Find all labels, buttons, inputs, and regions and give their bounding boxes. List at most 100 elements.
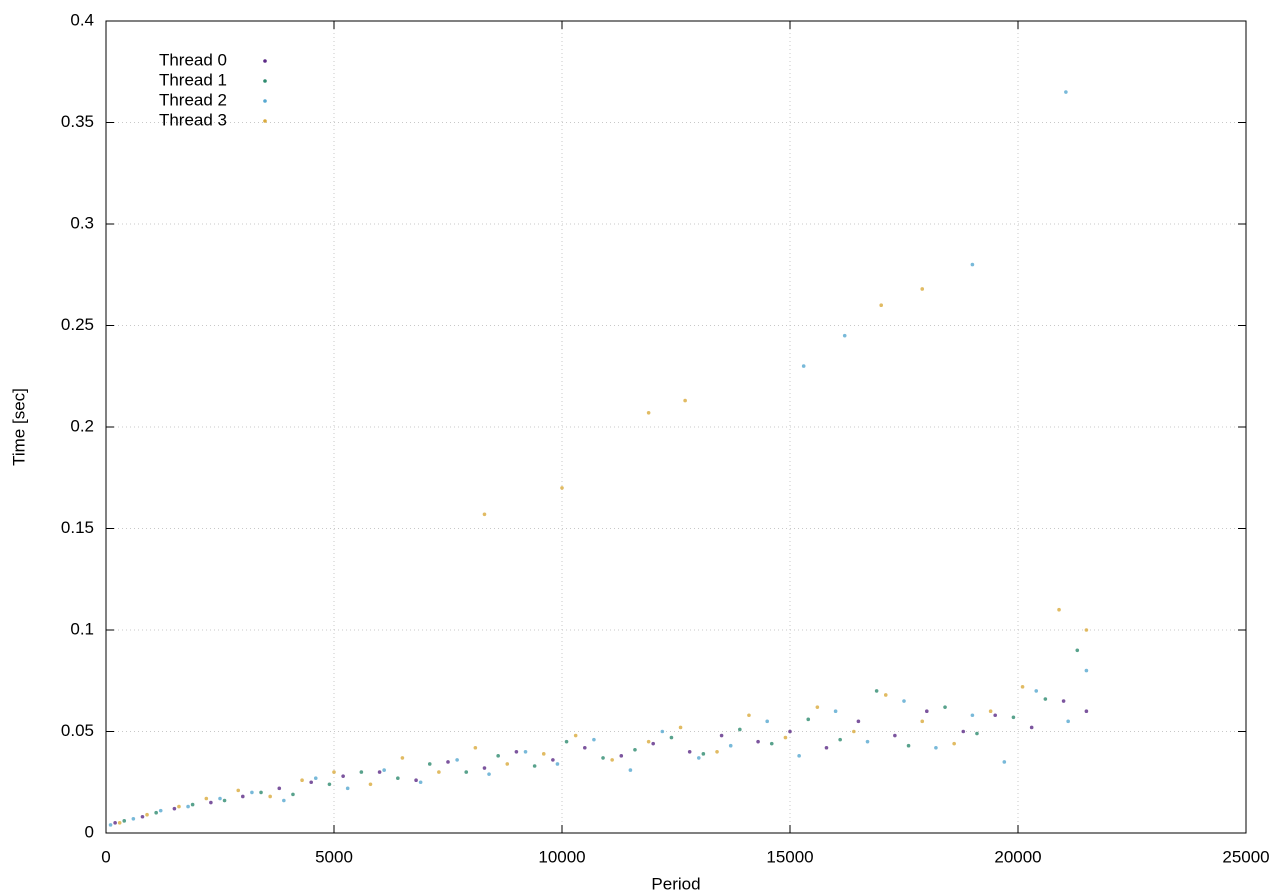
y-tick-label: 0.35: [61, 112, 94, 131]
point: [633, 747, 637, 752]
point: [190, 802, 195, 807]
point: [564, 739, 569, 744]
point: [327, 782, 332, 787]
point: [282, 798, 286, 803]
point: [446, 760, 450, 764]
point: [824, 745, 829, 750]
x-tick-label: 15000: [766, 847, 813, 866]
point: [427, 762, 432, 766]
point: [952, 741, 956, 746]
point: [970, 262, 975, 267]
point: [140, 814, 145, 819]
point: [313, 776, 318, 780]
point: [172, 806, 177, 811]
point: [906, 743, 911, 748]
point: [1066, 719, 1070, 724]
point: [1034, 689, 1039, 693]
point: [218, 796, 222, 801]
y-tick-label: 0.3: [70, 213, 94, 232]
point: [925, 709, 929, 713]
point: [222, 798, 227, 803]
point: [961, 729, 966, 734]
point: [236, 788, 241, 793]
point: [687, 750, 692, 754]
y-tick-label: 0.25: [61, 315, 94, 334]
point: [975, 731, 979, 736]
point: [856, 719, 861, 724]
point: [177, 804, 181, 809]
point: [815, 705, 820, 709]
point: [418, 780, 423, 785]
point: [437, 770, 441, 774]
point: [345, 786, 350, 791]
point: [920, 287, 925, 291]
plot-border: [105, 20, 1247, 834]
point: [154, 810, 158, 815]
point: [943, 705, 947, 709]
legend-marker: [263, 119, 267, 123]
legend-label: Thread 2: [159, 90, 227, 109]
point: [701, 752, 706, 756]
x-tick-label: 5000: [315, 847, 353, 866]
y-tick-label: 0.15: [61, 518, 94, 537]
point: [555, 762, 560, 766]
point: [1061, 699, 1066, 703]
point: [209, 800, 213, 805]
point: [117, 821, 122, 825]
legend-label: Thread 1: [159, 70, 227, 89]
point: [697, 756, 701, 760]
point: [400, 756, 405, 760]
point: [277, 786, 282, 791]
point: [309, 780, 314, 785]
point: [610, 758, 614, 762]
point: [341, 774, 345, 778]
point: [865, 739, 870, 744]
point: [842, 333, 847, 338]
point: [382, 768, 386, 772]
point: [797, 754, 801, 758]
legend-marker: [263, 79, 267, 83]
point: [455, 758, 459, 762]
point: [669, 735, 674, 740]
point: [186, 804, 190, 809]
point: [619, 754, 624, 758]
point: [683, 398, 687, 403]
point: [1043, 697, 1048, 701]
legend-label: Thread 0: [159, 50, 227, 69]
point: [765, 719, 769, 724]
point: [332, 770, 336, 774]
x-axis-title: Period: [651, 874, 700, 893]
point: [1084, 709, 1089, 713]
point: [204, 796, 209, 801]
x-tick-label: 10000: [538, 847, 585, 866]
point: [970, 713, 975, 718]
point: [1057, 607, 1061, 612]
point: [551, 758, 555, 762]
point: [560, 486, 564, 490]
point: [414, 778, 418, 783]
point: [883, 693, 888, 697]
point: [131, 816, 136, 821]
point: [268, 794, 272, 799]
point: [993, 713, 997, 718]
point: [496, 754, 500, 758]
point: [1020, 685, 1025, 689]
point: [833, 709, 838, 713]
y-tick-label: 0: [85, 822, 94, 841]
y-tick-label: 0.05: [61, 721, 94, 740]
point: [756, 739, 760, 744]
point: [291, 792, 295, 797]
point: [573, 733, 578, 738]
point: [628, 768, 633, 772]
point: [1075, 648, 1080, 653]
point: [902, 699, 906, 703]
y-tick-label: 0.2: [70, 416, 94, 435]
point: [158, 808, 163, 813]
point: [1084, 628, 1089, 632]
point: [113, 821, 117, 825]
legend-label: Thread 3: [159, 110, 227, 129]
point: [920, 719, 925, 724]
point: [532, 764, 537, 768]
point: [838, 737, 842, 742]
point: [879, 303, 883, 308]
